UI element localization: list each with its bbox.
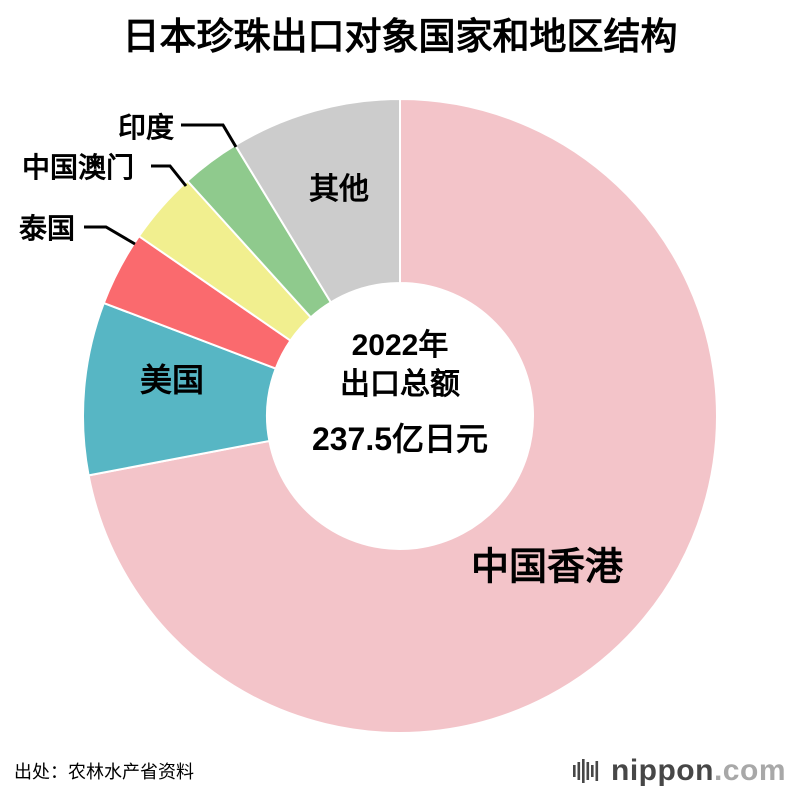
source-note: 出处：农林水产省资料 <box>14 762 194 782</box>
leader-line-thailand <box>84 225 136 246</box>
label-other: 其他 <box>309 173 369 206</box>
leader-lines <box>84 123 238 246</box>
label-thailand: 泰国 <box>18 213 76 244</box>
leader-line-macao <box>151 164 188 187</box>
label-hongkong: 中国香港 <box>470 546 624 589</box>
nippon-logo: nippon.com <box>572 754 786 788</box>
center-year: 2022年 <box>351 329 449 362</box>
label-macao: 中国澳门 <box>21 152 135 183</box>
nippon-logo-icon <box>573 759 599 783</box>
center-total-amount: 237.5亿日元 <box>311 421 489 457</box>
label-usa: 美国 <box>139 362 205 398</box>
donut-center-text: 2022年 出口总额 237.5亿日元 <box>312 326 488 460</box>
leader-line-india <box>181 123 238 148</box>
nippon-logo-text: nippon.com <box>611 754 786 787</box>
center-caption: 出口总额 <box>340 368 460 401</box>
slice-hongkong <box>87 97 718 734</box>
donut-slices <box>82 97 718 734</box>
slice-other <box>233 97 401 304</box>
chart-title: 日本珍珠出口对象国家和地区结构 <box>122 16 678 57</box>
label-india: 印度 <box>117 112 175 143</box>
